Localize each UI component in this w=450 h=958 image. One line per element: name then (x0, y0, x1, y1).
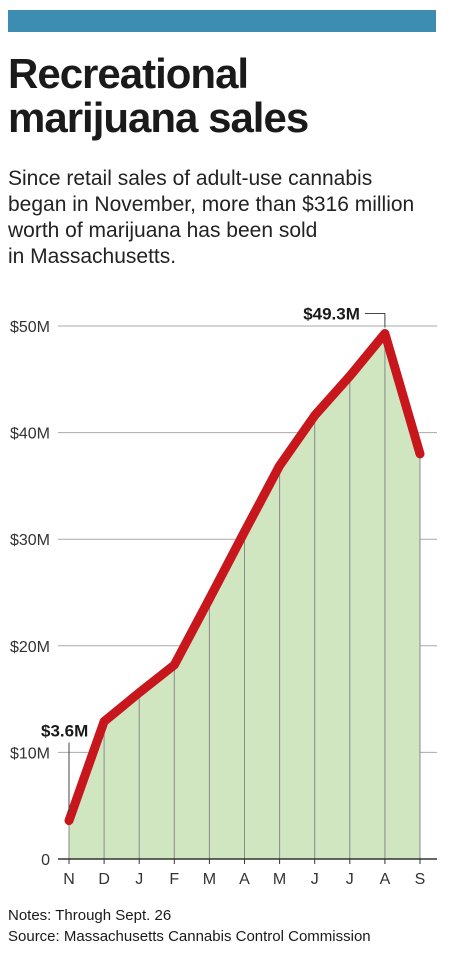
chart-title-line-1: Recreational (8, 50, 249, 97)
x-tick-label: J (135, 871, 143, 888)
annotation-layer: $3.6M $49.3M (41, 304, 386, 813)
vertical-grid-layer (68, 333, 421, 859)
x-tick-label: D (98, 871, 110, 888)
sales-area-chart: 0 $10M $20M $30M $40M $50M N D J F M A M J J A S $3.6M $4… (10, 304, 437, 888)
x-tick-label: A (239, 871, 250, 888)
x-tick-label: M (273, 871, 286, 888)
chart-subtitle: Since retail sales of adult-use cannabis… (8, 166, 448, 270)
chart-title-line-2: marijuana sales (8, 94, 309, 141)
y-tick-label: $50M (10, 319, 50, 336)
chart-title: Recreational marijuana sales (8, 52, 438, 140)
notes-text: Notes: Through Sept. 26 (8, 907, 172, 924)
subtitle-line-3: worth of marijuana has been sold (8, 219, 318, 242)
axis-layer: 0 $10M $20M $30M $40M $50M N D J F M A M J J A S (10, 319, 437, 888)
chart-area: 0 $10M $20M $30M $40M $50M N D J F M A M J J A S $3.6M $4… (0, 290, 450, 900)
subtitle-line-4: in Massachusetts. (8, 245, 177, 268)
x-tick-label: S (415, 871, 426, 888)
source-text: Source: Massachusetts Cannabis Control C… (8, 928, 371, 945)
annotation-label: $49.3M (303, 304, 360, 323)
line-layer (64, 328, 425, 826)
series-line (64, 328, 425, 826)
y-tick-label: $20M (10, 639, 50, 656)
x-tick-label: J (311, 871, 319, 888)
subtitle-line-2: began in November, more than $316 millio… (8, 193, 415, 216)
notes-block: Notes: Through Sept. 26 Source: Massachu… (8, 905, 448, 947)
y-tick-label: $10M (10, 745, 50, 762)
x-tick-label: J (346, 871, 354, 888)
subtitle-line-1: Since retail sales of adult-use cannabis (8, 167, 373, 190)
x-tick-label: F (169, 871, 179, 888)
annotation-leader (364, 312, 386, 328)
y-tick-label: $30M (10, 532, 50, 549)
y-tick-label: $40M (10, 426, 50, 443)
y-tick-label: 0 (41, 852, 50, 869)
x-tick-label: M (203, 871, 216, 888)
header-accent-bar (8, 10, 436, 32)
x-tick-label: N (63, 871, 75, 888)
annotation-label: $3.6M (41, 722, 88, 741)
x-tick-label: A (380, 871, 391, 888)
